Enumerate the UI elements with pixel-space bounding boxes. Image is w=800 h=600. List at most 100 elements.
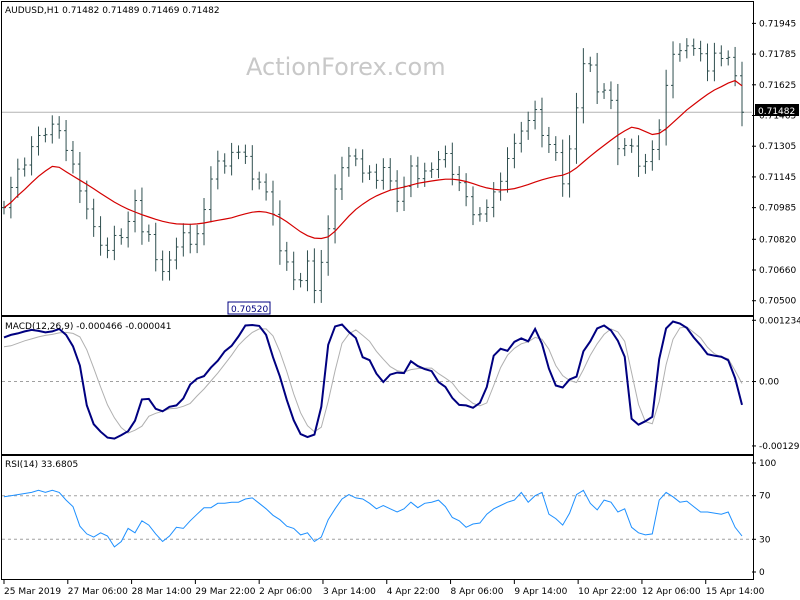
price-bar [126,211,131,248]
price-bar [671,41,676,99]
price-bar [698,40,703,62]
price-bar [422,162,427,187]
price-bar [684,38,689,59]
price-bar [408,155,413,198]
price-bar [539,97,544,148]
price-bar [291,251,296,291]
price-ytick-label: 0.70660 [759,266,796,276]
price-bar [733,46,738,87]
price-bar [284,241,289,271]
macd-line [3,320,743,440]
price-bar [374,163,379,189]
price-bar [222,153,227,174]
price-bar [29,136,34,176]
price-bar [560,139,565,197]
price-bar [395,170,400,213]
price-bar [15,158,20,198]
price-bar [250,145,255,191]
price-bar [360,149,365,183]
price-bar [77,151,82,204]
price-bar [608,81,613,110]
price-bar [202,197,207,246]
price-bar [491,182,496,218]
current-price-label: 0.71482 [758,107,795,117]
price-bar [464,173,469,207]
price-bar [167,251,172,281]
price-bar [119,228,124,245]
price-bar [677,43,682,62]
price-bar [712,42,717,82]
price-bar [91,198,96,237]
price-bar [526,111,531,140]
price-bar [519,121,524,153]
price-bar [436,150,441,179]
x-tick-label: 3 Apr 14:00 [323,587,376,597]
x-tick-label: 25 Mar 2019 [4,587,61,597]
price-bar [353,148,358,167]
macd-panel [1,316,754,455]
price-ytick-label: 0.71945 [759,19,796,29]
price-bar [277,200,282,265]
low-annotation-label: 0.70520 [231,305,268,315]
price-bar [243,144,248,164]
price-bar [581,48,586,124]
price-ytick-label: 0.70820 [759,235,796,245]
price-bar [339,156,344,200]
price-bar [36,126,41,156]
price-bar [650,140,655,171]
price-bar [64,119,69,162]
x-tick-label: 8 Apr 06:00 [451,587,504,597]
price-bar [588,56,593,73]
current-price-tag: 0.71482 [755,104,799,117]
price-bar [477,207,482,222]
low-annotation: 0.70520 [227,301,271,315]
price-bar [657,119,662,161]
price-bar [574,92,579,164]
price-bar [553,136,558,161]
price-bar [595,52,600,104]
price-bar [512,133,517,169]
price-ytick-label: 0.70985 [759,204,796,214]
price-bar [112,225,117,261]
price-bar [160,250,165,281]
price-ytick-label: 0.71465 [759,112,796,122]
price-bar [346,146,351,177]
price-bar [381,158,386,190]
price-bar [636,135,641,177]
price-ytick-label: 0.71785 [759,50,796,60]
price-bar [264,173,269,201]
price-bar [146,224,151,242]
price-bar [229,142,234,176]
x-tick-label: 9 Apr 14:00 [514,587,567,597]
price-bar [629,138,634,153]
price-bar [691,38,696,56]
price-bar [195,224,200,254]
price-bar [388,158,393,191]
price-panel-title: AUDUSD,H1 0.71482 0.71489 0.71469 0.7148… [5,6,220,16]
x-tick-label: 12 Apr 06:00 [642,587,701,597]
x-tick-label: 29 Mar 22:00 [195,587,255,597]
macd-ytick-label: -0.001298 [759,442,800,452]
price-bar [298,272,303,288]
price-panel [1,1,754,316]
price-bar [567,135,572,198]
watermark: ActionForex.com [246,53,446,81]
price-bar [326,215,331,276]
price-bar [50,115,55,144]
price-bar [8,176,13,219]
price-bar [257,171,262,190]
price-bar [236,145,241,160]
price-bar [133,189,138,233]
rsi-panel [1,455,754,580]
price-bar [429,162,434,178]
price-bar [215,150,220,190]
price-ytick-label: 0.71145 [759,173,796,183]
x-tick-label: 4 Apr 22:00 [387,587,440,597]
price-bar [740,61,744,127]
price-bar [615,83,620,166]
price-bar [602,83,607,99]
macd-ytick-label: 0.00 [759,378,779,388]
price-bar [188,223,193,254]
price-bar [43,127,48,143]
